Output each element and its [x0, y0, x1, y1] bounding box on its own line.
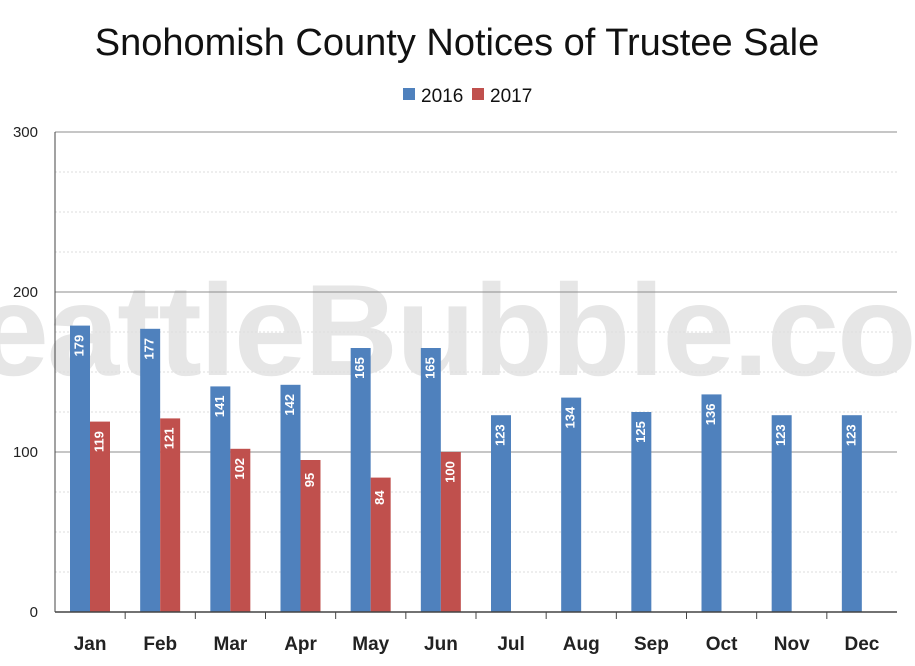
chart-title: Snohomish County Notices of Trustee Sale — [95, 22, 820, 64]
x-axis-categories: Jan Feb Mar Apr May Jun Jul Aug Sep Oct Nov Dec — [74, 634, 880, 655]
bar-2017-Feb — [160, 418, 181, 612]
data-label: 134 — [563, 406, 578, 428]
y-axis-ticks: 0 100 200 300 — [13, 124, 38, 621]
data-label: 119 — [91, 431, 106, 452]
data-label: 141 — [212, 396, 227, 418]
data-label: 100 — [442, 461, 457, 483]
x-category-label: Dec — [844, 634, 879, 655]
x-category-label: Mar — [214, 634, 248, 655]
axes — [54, 132, 897, 619]
data-label: 102 — [232, 458, 247, 480]
data-label: 84 — [372, 490, 387, 505]
legend-swatch-2016 — [403, 88, 415, 100]
y-tick-label: 300 — [13, 124, 38, 141]
x-category-label: Feb — [143, 634, 177, 655]
data-label: 121 — [162, 428, 177, 450]
data-label: 123 — [843, 424, 858, 446]
bar-2017-Mar — [230, 448, 251, 612]
x-category-label: Oct — [706, 634, 738, 655]
y-tick-label: 100 — [13, 444, 38, 461]
legend: 2016 2017 — [403, 86, 532, 107]
x-category-label: Apr — [284, 634, 317, 655]
bars: 179 119 177 121 141 102 142 95 165 84 165 100 123 134… — [70, 325, 862, 612]
data-label: 165 — [352, 357, 367, 379]
data-label: 177 — [142, 338, 157, 360]
x-category-label: Sep — [634, 634, 669, 655]
bar-2016-Dec — [841, 415, 862, 612]
bar-2016-Jan — [70, 325, 90, 612]
bar-2017-May — [370, 477, 391, 612]
bar-2016-Jul — [491, 415, 511, 612]
legend-label-2016: 2016 — [421, 86, 463, 107]
bar-2016-Jun — [420, 348, 441, 612]
x-category-label: Jun — [424, 634, 458, 655]
y-tick-label: 200 — [13, 284, 38, 301]
bar-2016-Oct — [701, 394, 722, 612]
data-label: 123 — [492, 424, 507, 446]
legend-swatch-2017 — [472, 88, 484, 100]
bar-2016-Aug — [561, 397, 582, 612]
bar-2017-Jun — [440, 452, 461, 612]
y-tick-label: 0 — [30, 604, 38, 621]
x-category-label: Jan — [74, 634, 107, 655]
x-category-label: May — [352, 634, 389, 655]
data-label: 95 — [302, 473, 317, 487]
watermark: SeattleBubble.com — [0, 257, 915, 403]
data-label: 123 — [773, 424, 788, 446]
data-label: 136 — [703, 404, 718, 426]
x-category-label: Jul — [497, 634, 524, 655]
legend-label-2017: 2017 — [490, 86, 532, 107]
data-label: 125 — [633, 421, 648, 443]
data-label: 142 — [282, 394, 297, 416]
bar-2016-Feb — [140, 328, 161, 612]
bar-2016-Mar — [210, 386, 231, 612]
bar-2016-Apr — [280, 384, 301, 612]
bar-2016-Nov — [771, 415, 792, 612]
data-label: 165 — [422, 357, 437, 379]
bar-2017-Jan — [90, 421, 110, 612]
x-category-label: Aug — [563, 634, 600, 655]
bar-2016-Sep — [631, 412, 652, 612]
bar-2017-Apr — [300, 460, 321, 612]
x-category-label: Nov — [774, 634, 810, 655]
data-label: 179 — [71, 335, 86, 357]
bar-2016-May — [350, 348, 371, 612]
